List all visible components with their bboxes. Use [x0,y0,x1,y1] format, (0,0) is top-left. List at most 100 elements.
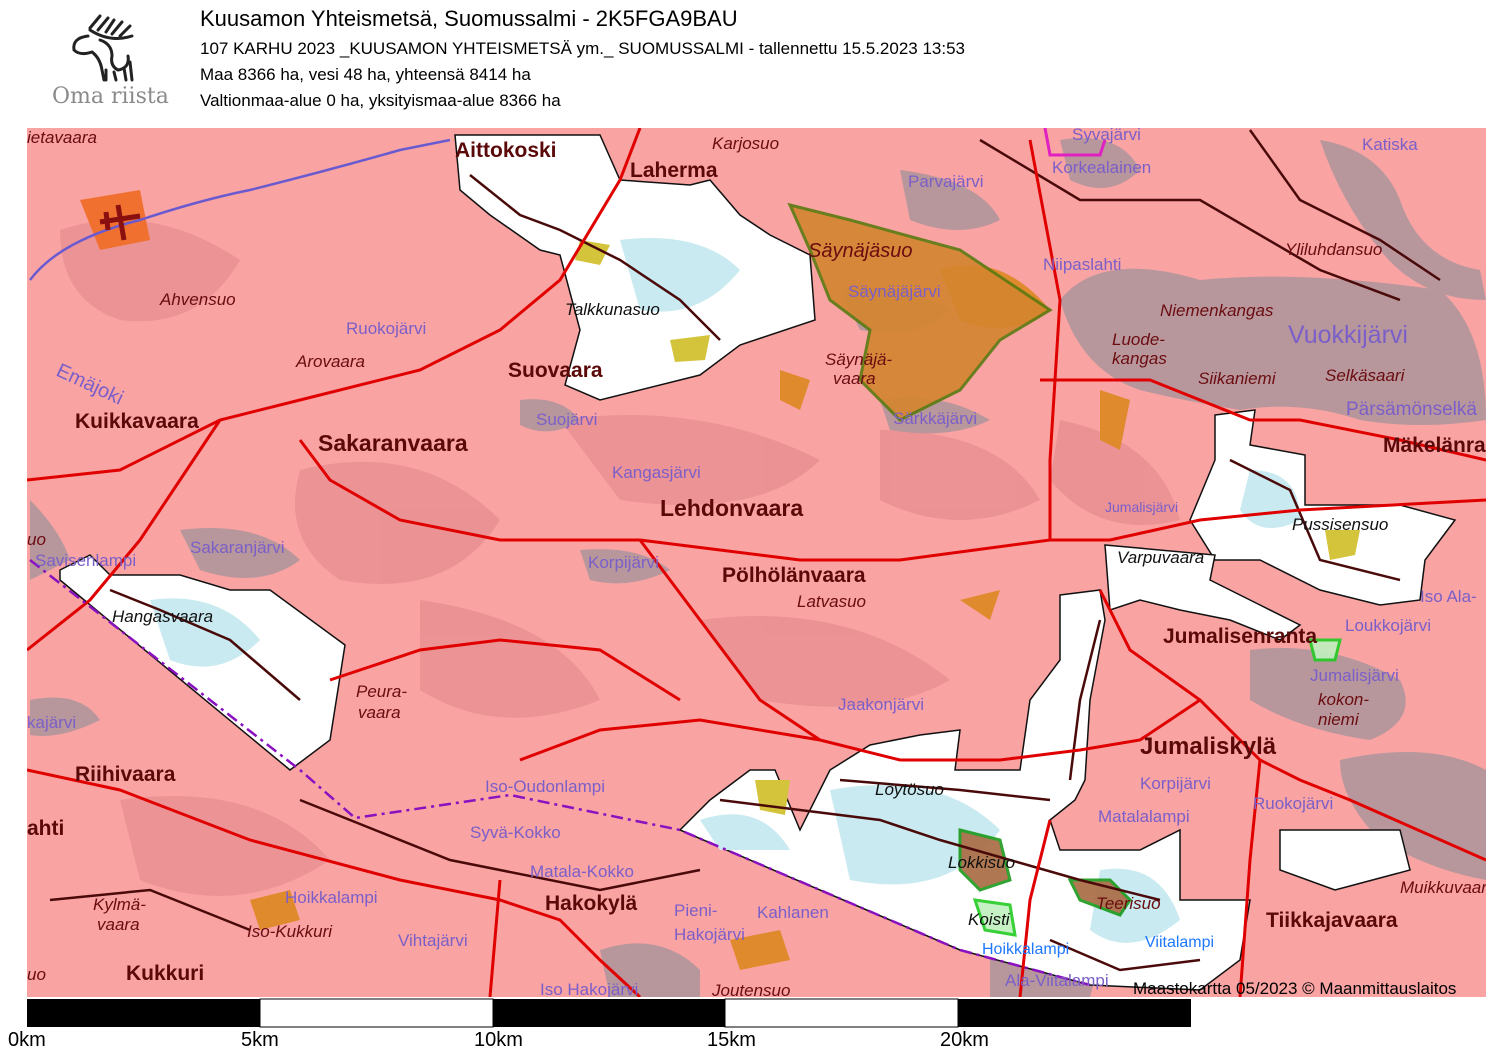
map-label-lake: Hakojärvi [674,925,745,944]
hunting-area-east[interactable] [1279,829,1411,891]
map-label-terrain: Siikaniemi [1198,369,1277,388]
map-label-terrain: vaara [833,369,876,388]
map-label-settlement: Jumaliskylä [1140,733,1277,760]
conservation-boundary [1043,128,1107,157]
map-label-lake: Sakaranjärvi [190,538,285,557]
map-label-lake: Pieni- [674,901,717,920]
map-label-settlement: Suovaara [508,359,603,382]
scale-label: 10km [474,1029,523,1051]
map-label-terrain: Latvasuo [797,592,866,611]
map-label-terrain: Kylmä- [93,895,146,914]
map-label-lake: Vuokkijärvi [1288,321,1408,349]
map-label-terrain: uo [27,530,46,549]
map-label-terrain: vaara [97,915,140,934]
map-label-terrain: Karjosuo [712,134,779,153]
map-label-terrain: Selkäsaari [1325,366,1406,385]
scale-segment [27,999,260,1027]
map-label-lake: Korkealainen [1052,158,1151,177]
map-label-terrain: Arovaara [295,352,365,371]
map-label-lake: Katiska [1362,135,1418,154]
map-label-lake: Kahlanen [757,903,829,922]
map-label-terrain: Niemenkangas [1160,301,1274,320]
map-label-lake: Iso-Oudonlampi [485,777,605,796]
scale-bar [27,998,1191,1028]
map-label-settlement: Kuikkavaara [75,410,199,433]
scale-segment [493,999,725,1027]
map-label-terrain: Yliluhdansuo [1285,240,1382,259]
map-label-terrain: vaara [358,703,401,722]
area-summary: Maa 8366 ha, vesi 48 ha, yhteensä 8414 h… [200,65,531,84]
scale-segment [724,998,959,1028]
map-label-terrain: niemi [1318,710,1360,729]
map-label-settlement: Sakaranvaara [318,430,468,456]
map-label-lake: Matala-Kokko [530,862,634,881]
map-label-area: Varpuvaara [1117,548,1204,567]
map-label-terrain: Teerisuo [1096,894,1161,913]
map-label-lake: Ruokojärvi [1253,794,1333,813]
map-label-lake: Syvajärvi [1072,125,1141,144]
map-label-area: Koisti [968,910,1011,929]
map-label-settlement: Mäkelänranta [1383,434,1500,457]
scale-label: 5km [241,1029,279,1051]
map-label-settlement: ahti [27,817,64,840]
map-label-terrain: Säynäjä- [825,350,892,369]
map-label-area: Lokkisuo [948,853,1015,872]
scale-label: 15km [707,1029,756,1051]
map-label-lake: Kangasjärvi [612,463,701,482]
map-label-lake: Syvä-Kokko [470,823,561,842]
map-label-settlement: Aittokoski [455,139,557,162]
map-label-settlement: Hakokylä [545,892,638,915]
protected-areas [787,202,1342,937]
map-label-settlement: Jumalisenranta [1163,625,1317,648]
map-label-lake: Iso Ala- [1420,587,1477,606]
scale-label: 0km [8,1029,46,1051]
scale-label: 20km [940,1029,989,1051]
map-label-settlement: Pölhölänvaara [722,564,866,587]
page-subtitle: 107 KARHU 2023 _KUUSAMON YHTEISMETSÄ ym.… [200,39,966,58]
map-label-lake: Jumalisjärvi [1105,499,1178,515]
map-label-terrain: Säynäjäsuo [808,240,913,262]
map-label-terrain: ietavaara [27,128,97,147]
map-label-lake: Ruokojärvi [346,319,426,338]
map-label-terrain: Iso-Kukkuri [247,922,333,941]
map-label-lake: Suojärvi [536,410,597,429]
municipality-boundary [29,559,1091,987]
rivers [29,138,451,281]
map-label-terrain: Luode- [1112,330,1165,349]
map-label-lake: Vihtajärvi [398,931,468,950]
map-label-settlement: Riihivaara [75,763,176,786]
map-label-lake: Savisenlampi [35,551,136,570]
map-label-lake: Korpijärvi [588,553,659,572]
map-label-terrain: Joutensuo [711,981,790,1000]
page-title: Kuusamon Yhteismetsä, Suomussalmi - 2K5F… [200,6,738,31]
main-roads [27,128,1486,997]
map-label-lake: Korpijärvi [1140,774,1211,793]
map-label-lake: Pärsämönselkä [1346,399,1477,420]
map-label-water: Hoikkalampi [982,941,1069,958]
map-label-terrain: Muikkuvaara [1400,878,1496,897]
map-label-settlement: Laherma [630,159,718,182]
map-label-area: Hangasvaara [112,607,213,626]
map-label-lake: Iso Hakojärvi [540,980,638,999]
map-label-terrain: kangas [1112,349,1167,368]
map-label-water: Viitalampi [1145,934,1214,951]
map-label-lake: Jaakonjärvi [838,695,924,714]
map-label-lake: Ala-Viitalampi [1005,971,1109,990]
dirt-roads [49,129,1441,972]
map-label-area: Talkkunasuo [565,300,660,319]
map-label-lake: Matalalampi [1098,807,1190,826]
map-label-area: Pussisensuo [1292,515,1388,534]
map-label-terrain: kokon- [1318,690,1369,709]
map-label-area: Löytösuo [875,780,944,799]
map-label-terrain: uo [27,965,46,984]
map-label-lake: Särkkäjärvi [893,409,977,428]
map-label-settlement: Kukkuri [126,962,204,985]
map-label-lake: Niipaslahti [1043,255,1121,274]
hunting-area-varpuvaara[interactable] [1104,544,1302,641]
map-label-lake: kajärvi [27,713,76,732]
logo-text: Oma riista [52,84,169,109]
map-terrain-shading [60,220,1180,896]
map-label-lake: Hoikkalampi [285,888,378,907]
map-label-settlement: Lehdonvaara [660,495,803,521]
